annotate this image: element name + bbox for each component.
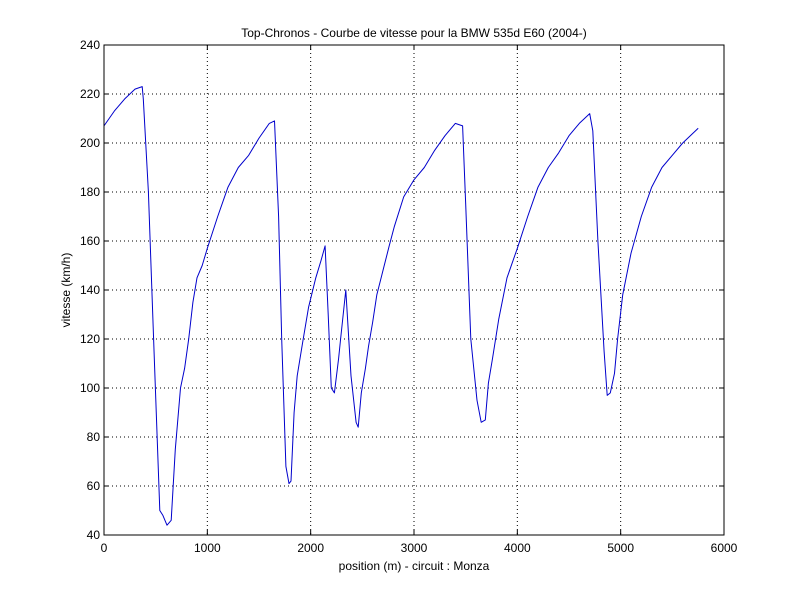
y-tick-label: 100: [80, 381, 100, 395]
y-tick-label: 60: [87, 479, 101, 493]
y-tick-label: 240: [80, 38, 100, 52]
x-tick-label: 0: [101, 541, 108, 555]
x-tick-label: 4000: [504, 541, 531, 555]
y-tick-label: 80: [87, 430, 101, 444]
y-tick-label: 160: [80, 234, 100, 248]
speed-series-line: [103, 86, 699, 526]
x-tick-label: 3000: [401, 541, 428, 555]
x-tick-label: 6000: [711, 541, 738, 555]
x-tick-label: 1000: [194, 541, 221, 555]
y-axis-label: vitesse (km/h): [59, 253, 73, 328]
y-tick-label: 140: [80, 283, 100, 297]
series-layer: [103, 86, 699, 526]
y-tick-label: 120: [80, 332, 100, 346]
x-tick-label: 5000: [607, 541, 634, 555]
x-tick-labels: 0 1000 2000 3000 4000 5000 6000: [101, 541, 738, 555]
chart-title: Top-Chronos - Courbe de vitesse pour la …: [241, 26, 587, 40]
x-tick-label: 2000: [297, 541, 324, 555]
y-tick-label: 180: [80, 185, 100, 199]
y-tick-label: 200: [80, 136, 100, 150]
grid: [104, 45, 724, 535]
y-tick-labels: 40 60 80 100 120 140 160 180 200 220 240: [80, 38, 100, 542]
y-tick-label: 220: [80, 87, 100, 101]
x-axis-label: position (m) - circuit : Monza: [339, 559, 490, 573]
y-tick-label: 40: [87, 528, 101, 542]
axes-frame: [103, 44, 725, 536]
